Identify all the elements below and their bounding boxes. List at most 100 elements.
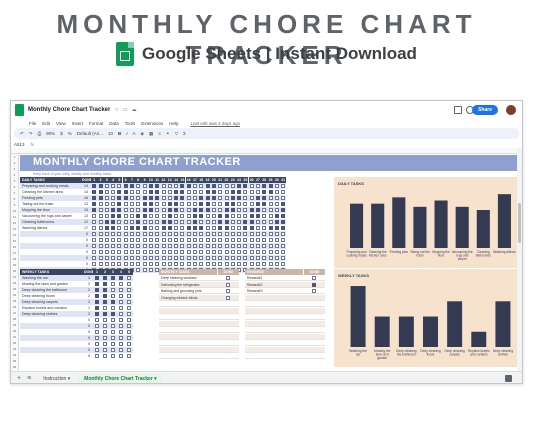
- daily-task-label[interactable]: Washing dishes: [22, 226, 48, 230]
- week-checkbox[interactable]: [111, 348, 115, 352]
- day-checkbox[interactable]: [136, 184, 141, 188]
- day-checkbox[interactable]: [111, 256, 116, 260]
- redo-icon[interactable]: ↷: [28, 130, 33, 136]
- day-checkbox[interactable]: [193, 220, 197, 224]
- daily-task-label[interactable]: Cleaning the kitchen area: [22, 190, 63, 194]
- day-checkbox[interactable]: [98, 226, 103, 230]
- day-checkbox[interactable]: [193, 232, 197, 236]
- week-checkbox[interactable]: [127, 312, 131, 316]
- week-checkbox[interactable]: [119, 342, 123, 346]
- day-checkbox[interactable]: [256, 190, 260, 194]
- day-checkbox[interactable]: [92, 238, 97, 242]
- day-checkbox[interactable]: [186, 262, 191, 266]
- day-checkbox[interactable]: [211, 226, 216, 230]
- day-checkbox[interactable]: [104, 214, 109, 218]
- day-checkbox[interactable]: [237, 208, 242, 212]
- functions-icon[interactable]: Σ: [183, 131, 186, 136]
- day-checkbox[interactable]: [167, 202, 172, 206]
- day-checkbox[interactable]: [274, 220, 279, 224]
- day-checkbox[interactable]: [218, 196, 223, 200]
- day-checkbox[interactable]: [243, 226, 248, 230]
- day-checkbox[interactable]: [136, 214, 141, 218]
- day-checkbox[interactable]: [111, 208, 116, 212]
- day-checkbox[interactable]: [123, 196, 128, 200]
- monthly-task-row[interactable]: [159, 320, 239, 327]
- day-checkbox[interactable]: [243, 256, 248, 260]
- day-checkbox[interactable]: [249, 214, 254, 218]
- day-checkbox[interactable]: [167, 184, 172, 188]
- monthly-task-row[interactable]: Bathing and grooming pets: [159, 288, 239, 294]
- day-checkbox[interactable]: [274, 232, 279, 236]
- day-checkbox[interactable]: [180, 256, 185, 260]
- day-checkbox[interactable]: [199, 250, 204, 254]
- day-checkbox[interactable]: [237, 184, 242, 188]
- day-checkbox[interactable]: [117, 244, 122, 248]
- link-icon[interactable]: ⚭: [165, 130, 170, 136]
- menu-item-file[interactable]: File: [29, 120, 37, 126]
- week-checkbox[interactable]: [95, 300, 99, 304]
- week-checkbox[interactable]: [119, 276, 123, 280]
- day-checkbox[interactable]: [224, 232, 229, 236]
- day-checkbox[interactable]: [98, 214, 103, 218]
- day-checkbox[interactable]: [148, 208, 153, 212]
- week-checkbox[interactable]: [95, 282, 99, 286]
- day-checkbox[interactable]: [92, 256, 97, 260]
- day-checkbox[interactable]: [230, 226, 235, 230]
- day-checkbox[interactable]: [218, 238, 223, 242]
- day-checkbox[interactable]: [148, 250, 153, 254]
- day-checkbox[interactable]: [237, 226, 242, 230]
- day-checkbox[interactable]: [205, 238, 210, 242]
- day-checkbox[interactable]: [262, 202, 267, 206]
- day-checkbox[interactable]: [92, 214, 97, 218]
- monthly-task-row[interactable]: [159, 353, 239, 359]
- day-checkbox[interactable]: [268, 214, 273, 218]
- scroll-thumb[interactable]: [518, 203, 521, 243]
- day-checkbox[interactable]: [243, 184, 248, 188]
- day-checkbox[interactable]: [224, 214, 229, 218]
- weekly-tasks-chart[interactable]: WEEKLY TASKS Washing the car Mowing the lawn…: [334, 269, 521, 367]
- week-checkbox[interactable]: [103, 348, 107, 352]
- week-checkbox[interactable]: [119, 318, 123, 322]
- day-checkbox[interactable]: [224, 256, 229, 260]
- day-checkbox[interactable]: [130, 250, 134, 254]
- day-checkbox[interactable]: [237, 220, 242, 224]
- day-checkbox[interactable]: [111, 238, 116, 242]
- week-checkbox[interactable]: [103, 330, 107, 334]
- day-checkbox[interactable]: [180, 244, 185, 248]
- day-checkbox[interactable]: [111, 196, 116, 200]
- undo-icon[interactable]: ↶: [20, 130, 24, 136]
- day-checkbox[interactable]: [117, 208, 122, 212]
- week-checkbox[interactable]: [119, 306, 123, 310]
- week-checkbox[interactable]: [119, 282, 123, 286]
- day-checkbox[interactable]: [161, 226, 166, 230]
- reward-row[interactable]: [245, 333, 325, 340]
- day-checkbox[interactable]: [199, 220, 204, 224]
- day-checkbox[interactable]: [130, 238, 134, 242]
- day-checkbox[interactable]: [148, 262, 153, 266]
- day-checkbox[interactable]: [243, 244, 248, 248]
- week-checkbox[interactable]: [103, 342, 107, 346]
- day-checkbox[interactable]: [243, 220, 248, 224]
- daily-task-label[interactable]: Taking out the trash: [22, 202, 54, 206]
- day-checkbox[interactable]: [136, 220, 141, 224]
- day-checkbox[interactable]: [199, 202, 204, 206]
- day-checkbox[interactable]: [123, 250, 128, 254]
- day-checkbox[interactable]: [205, 250, 210, 254]
- day-checkbox[interactable]: [193, 262, 197, 266]
- week-checkbox[interactable]: [111, 276, 115, 280]
- day-checkbox[interactable]: [123, 184, 128, 188]
- day-checkbox[interactable]: [262, 226, 267, 230]
- day-checkbox[interactable]: [136, 208, 141, 212]
- day-checkbox[interactable]: [274, 184, 279, 188]
- day-checkbox[interactable]: [142, 256, 147, 260]
- day-checkbox[interactable]: [180, 220, 185, 224]
- day-checkbox[interactable]: [218, 184, 223, 188]
- day-checkbox[interactable]: [104, 226, 109, 230]
- day-checkbox[interactable]: [136, 226, 141, 230]
- reward-row[interactable]: Reward#1: [245, 275, 325, 281]
- day-checkbox[interactable]: [256, 238, 260, 242]
- day-checkbox[interactable]: [130, 208, 134, 212]
- day-checkbox[interactable]: [205, 190, 210, 194]
- day-checkbox[interactable]: [167, 256, 172, 260]
- day-checkbox[interactable]: [193, 244, 197, 248]
